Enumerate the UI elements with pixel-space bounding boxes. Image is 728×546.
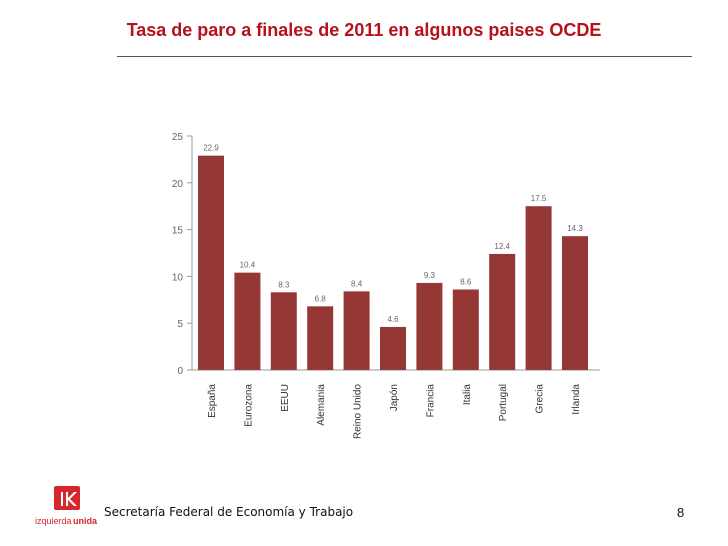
category-label: Eurozona — [243, 384, 254, 427]
bar-7 — [416, 282, 443, 370]
category-label: Francia — [425, 384, 436, 418]
data-label: 9.3 — [424, 271, 436, 280]
data-label: 8.4 — [351, 279, 363, 288]
y-tick-label: 0 — [177, 366, 183, 377]
data-label: 8.3 — [278, 280, 290, 289]
chart-labels: 22.9 España 10.4 Eurozona 8.3 EEUU 6.8 Alemania… — [203, 144, 583, 439]
y-tick-label: 15 — [172, 226, 184, 237]
bar-10 — [525, 206, 552, 370]
izquierda-unida-logo: izquierda unida — [34, 484, 100, 530]
data-label: 6.8 — [315, 294, 327, 303]
data-label: 17.5 — [531, 194, 547, 203]
bar-3 — [270, 292, 297, 370]
logo-text-izquierda: izquierda — [35, 516, 72, 526]
category-label: Irlanda — [571, 384, 582, 415]
bar-8 — [452, 289, 479, 370]
y-tick-label: 10 — [172, 272, 184, 283]
category-label: España — [207, 384, 218, 418]
bar-1 — [198, 155, 224, 370]
logo-text-unida: unida — [73, 516, 98, 526]
category-label: Italia — [462, 384, 473, 406]
data-label: 12.4 — [494, 242, 510, 251]
data-label: 4.6 — [387, 315, 399, 324]
data-label: 8.6 — [460, 278, 472, 287]
y-tick-label: 5 — [177, 319, 183, 330]
bar-6 — [380, 326, 406, 370]
y-tick-label: 20 — [172, 179, 184, 190]
y-tick-label: 25 — [172, 132, 184, 143]
data-label: 14.3 — [567, 224, 583, 233]
category-label: Alemania — [316, 384, 327, 426]
title-divider — [117, 56, 692, 57]
data-label: 10.4 — [240, 261, 256, 270]
bar-5 — [343, 291, 370, 370]
data-label: 22.9 — [203, 144, 219, 153]
slide-title: Tasa de paro a finales de 2011 en alguno… — [126, 20, 602, 40]
category-label: Japón — [389, 384, 400, 411]
category-label: Portugal — [498, 384, 509, 421]
category-label: Reino Unido — [353, 384, 364, 439]
bar-11 — [562, 236, 588, 370]
footer-text: Secretaría Federal de Economía y Trabajo — [104, 505, 354, 519]
category-label: Grecia — [535, 384, 546, 414]
page-number: 8 — [677, 505, 685, 520]
bar-4 — [307, 306, 334, 370]
bar-2 — [234, 272, 261, 370]
chart-bars — [198, 155, 588, 370]
bar-9 — [489, 253, 516, 370]
category-label: EEUU — [280, 384, 291, 412]
